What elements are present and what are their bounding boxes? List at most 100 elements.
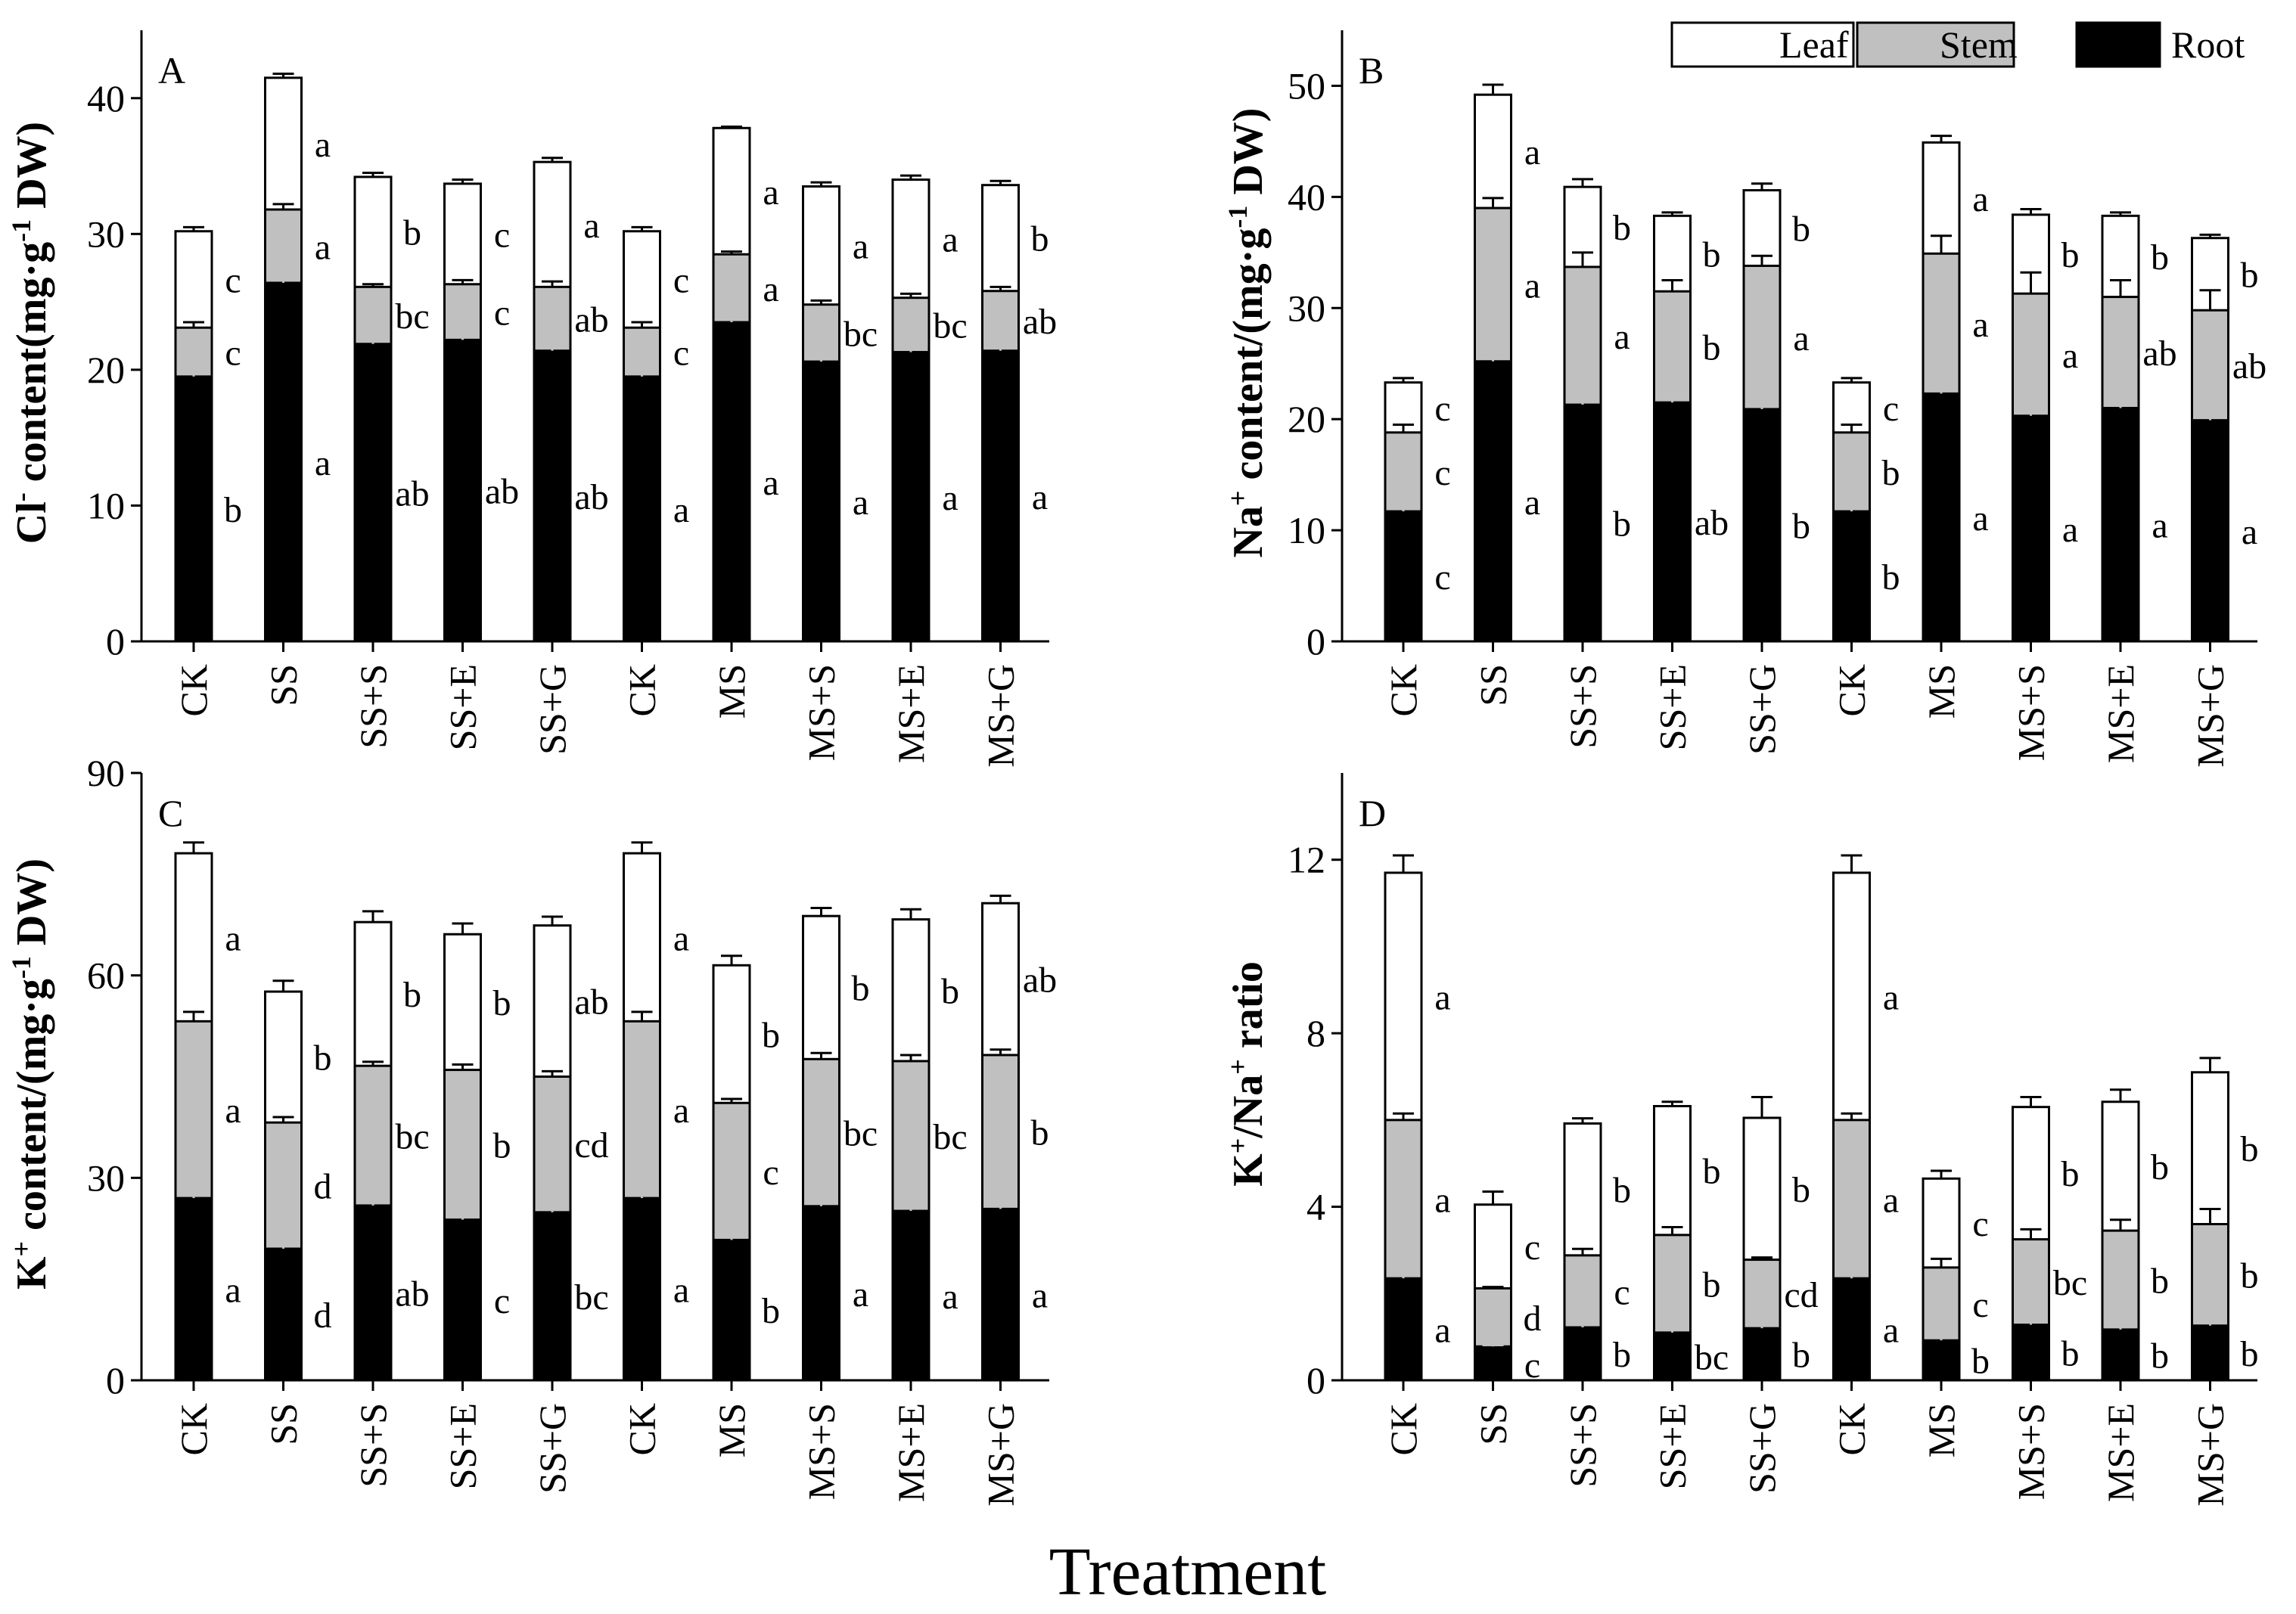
sig-letter-leaf-b: b xyxy=(1792,209,1810,249)
sig-letter-root-a: a xyxy=(1032,477,1048,517)
sig-letter-root-a: a xyxy=(673,490,689,530)
sig-letter-stem-c: bc xyxy=(844,1114,878,1154)
x-tick-label-c: SS+S xyxy=(352,1403,394,1488)
x-tick-label-a: SS+G xyxy=(531,664,573,755)
sig-letter-root-a: a xyxy=(942,478,958,518)
sig-letter-leaf-c: b xyxy=(941,971,959,1011)
y-tick-label-d: 4 xyxy=(1306,1186,1325,1228)
legend-swatch-leaf xyxy=(1670,21,1855,68)
y-tick-label-c: 30 xyxy=(87,1156,125,1199)
sig-letter-root-c: ab xyxy=(395,1274,429,1314)
x-tick-label-b: SS+E xyxy=(1651,664,1694,750)
bar-root-a xyxy=(174,375,213,643)
sig-letter-stem-d: bc xyxy=(2053,1263,2087,1303)
bar-root-b xyxy=(1384,510,1423,643)
bar-root-c xyxy=(533,1211,572,1382)
x-tick-label-d: MS+G xyxy=(2189,1403,2232,1507)
sig-letter-root-b: a xyxy=(2242,512,2257,552)
sig-letter-leaf-c: ab xyxy=(1023,961,1057,1001)
sig-letter-leaf-a: c xyxy=(494,215,510,255)
bar-root-d xyxy=(1832,1277,1871,1382)
sig-letter-root-a: ab xyxy=(574,477,608,517)
y-axis-title-part: DW) xyxy=(1225,108,1272,206)
sig-letter-root-a: ab xyxy=(395,473,429,514)
sig-letter-stem-b: a xyxy=(1614,317,1630,357)
y-axis-title-part: content/(mg·g xyxy=(8,979,55,1241)
y-tick-label-d: 0 xyxy=(1306,1359,1325,1401)
x-tick-label-c: SS xyxy=(263,1403,305,1445)
sig-letter-root-b: c xyxy=(1434,557,1450,597)
sig-letter-root-a: ab xyxy=(485,472,519,512)
sig-letter-root-d: bc xyxy=(1695,1337,1729,1377)
bar-root-d xyxy=(1563,1326,1602,1382)
sig-letter-leaf-b: b xyxy=(1613,208,1631,248)
sig-letter-leaf-d: b xyxy=(1792,1170,1810,1210)
y-tick-label-b: 20 xyxy=(1288,398,1325,440)
sig-letter-leaf-a: a xyxy=(942,220,958,260)
x-tick-label-a: CK xyxy=(172,664,215,716)
bar-root-c xyxy=(264,1247,303,1382)
bar-root-d xyxy=(1653,1331,1692,1382)
sig-letter-stem-b: a xyxy=(1524,265,1540,306)
y-axis-title-part: + xyxy=(1223,1138,1253,1154)
y-tick-label-b: 40 xyxy=(1288,175,1325,218)
sig-letter-leaf-b: c xyxy=(1434,389,1450,429)
sig-letter-leaf-b: b xyxy=(2241,255,2259,295)
y-axis-title-part: -1 xyxy=(6,219,36,242)
y-axis-title-part: DW) xyxy=(8,122,55,219)
bar-root-c xyxy=(891,1209,931,1382)
y-tick-label-a: 30 xyxy=(87,213,125,255)
y-axis-title-c: K+ content/(mg·g-1 DW) xyxy=(6,858,55,1290)
sig-letter-root-d: c xyxy=(1524,1346,1540,1386)
sig-letter-root-d: b xyxy=(2241,1334,2259,1374)
y-axis-title-part: -1 xyxy=(1223,206,1253,228)
legend-label-stem: Stem xyxy=(1940,23,2018,66)
sig-letter-leaf-d: b xyxy=(1703,1152,1721,1192)
sig-letter-stem-d: b xyxy=(1703,1265,1721,1305)
sig-letter-leaf-a: a xyxy=(853,227,868,267)
bar-root-b xyxy=(2191,419,2229,643)
sig-letter-stem-a: bc xyxy=(933,306,967,346)
bar-root-c xyxy=(802,1205,840,1382)
bar-root-c xyxy=(981,1207,1020,1382)
sig-letter-stem-d: a xyxy=(1883,1181,1899,1221)
x-tick-label-c: MS+S xyxy=(800,1403,843,1500)
panel-letter-c: C xyxy=(158,792,183,834)
sig-letter-leaf-d: a xyxy=(1434,977,1450,1017)
bar-root-a xyxy=(443,338,482,643)
sig-letter-stem-c: cd xyxy=(574,1125,608,1165)
sig-letter-leaf-d: c xyxy=(1972,1204,1988,1244)
y-axis-title-part: Cl xyxy=(8,501,55,544)
y-tick-label-a: 40 xyxy=(87,77,125,119)
sig-letter-root-d: b xyxy=(2061,1333,2080,1373)
sig-letter-root-d: a xyxy=(1434,1311,1450,1351)
y-axis-title-a: Cl- content(mg·g-1 DW) xyxy=(6,122,55,544)
x-tick-label-d: SS+G xyxy=(1741,1403,1783,1494)
x-tick-label-d: SS+E xyxy=(1651,1403,1694,1489)
y-axis-title-part: Na xyxy=(1225,506,1272,557)
sig-letter-stem-d: cd xyxy=(1784,1275,1818,1315)
sig-letter-leaf-d: b xyxy=(1613,1171,1631,1211)
y-axis-title-part: content/(mg·g xyxy=(1225,228,1272,491)
y-axis-title-part: + xyxy=(6,1241,36,1257)
sig-letter-leaf-a: c xyxy=(225,260,241,300)
sig-letter-stem-c: bc xyxy=(395,1117,429,1157)
x-tick-label-d: CK xyxy=(1831,1403,1873,1455)
bar-root-b xyxy=(2101,406,2140,643)
sig-letter-leaf-c: b xyxy=(852,969,870,1009)
sig-letter-stem-a: bc xyxy=(844,314,878,354)
y-axis-title-d: K+/Na+ ratio xyxy=(1223,961,1272,1187)
x-tick-label-d: SS+S xyxy=(1561,1403,1604,1488)
bar-root-c xyxy=(443,1218,482,1382)
bar-root-b xyxy=(1832,510,1871,643)
sig-letter-root-c: a xyxy=(225,1271,241,1311)
sig-letter-leaf-d: b xyxy=(2061,1154,2080,1194)
sig-letter-leaf-b: b xyxy=(2061,235,2080,275)
x-tick-label-b: CK xyxy=(1831,664,1873,716)
y-axis-title-part: ratio xyxy=(1225,961,1272,1059)
sig-letter-root-b: a xyxy=(2152,506,2167,546)
